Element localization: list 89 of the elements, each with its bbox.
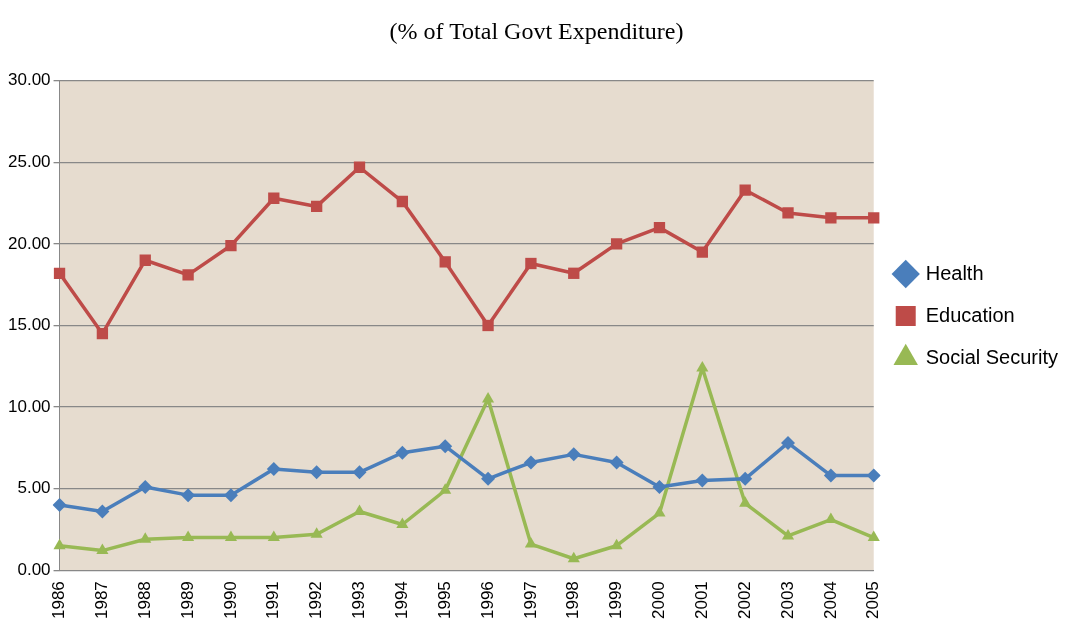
point — [352, 465, 367, 480]
legend-label: Health — [925, 261, 984, 284]
x-tick-label: 2000 — [649, 581, 669, 620]
x-tick-label: 1989 — [177, 581, 197, 620]
point — [96, 543, 109, 555]
x-tick-label: 1991 — [263, 581, 283, 620]
y-tick-label: 15.00 — [7, 315, 51, 335]
y-tick-label: 0.00 — [17, 559, 51, 579]
x-tick-label: 1993 — [349, 581, 369, 620]
point — [96, 327, 109, 340]
point — [396, 195, 409, 208]
point — [310, 527, 323, 538]
x-tick-label: 2002 — [734, 581, 754, 620]
point — [52, 497, 67, 512]
point — [866, 468, 881, 483]
x-tick-label: 1995 — [434, 581, 454, 620]
y-tick-label: 25.00 — [7, 152, 51, 172]
point — [782, 207, 794, 219]
point — [739, 184, 751, 196]
point — [696, 246, 708, 258]
y-tick-label: 5.00 — [17, 478, 51, 498]
point — [53, 267, 66, 279]
x-tick-label: 1994 — [392, 581, 412, 620]
x-tick-label: 1992 — [306, 581, 326, 620]
point — [653, 506, 666, 517]
point — [138, 479, 153, 494]
chart-title: (% of Total Govt Expenditure) — [389, 17, 684, 44]
x-tick-label: 1997 — [520, 581, 540, 620]
point — [311, 200, 323, 213]
point — [182, 269, 194, 281]
point — [525, 257, 537, 270]
point — [868, 212, 880, 224]
point — [267, 530, 280, 542]
point — [268, 192, 280, 204]
point — [610, 538, 623, 550]
point — [568, 267, 580, 279]
point — [481, 471, 496, 486]
point — [653, 221, 666, 234]
point — [482, 391, 495, 403]
x-tick-label: 1998 — [563, 581, 583, 620]
x-tick-label: 2001 — [692, 581, 712, 620]
point — [566, 447, 581, 462]
x-tick-label: 1987 — [92, 581, 112, 620]
y-tick-label: 30.00 — [7, 70, 51, 90]
point — [225, 239, 237, 252]
x-tick-label: 2003 — [777, 581, 797, 620]
point — [739, 496, 752, 507]
point — [567, 551, 580, 563]
point — [181, 488, 196, 503]
point — [867, 530, 880, 542]
x-tick-label: 1996 — [477, 581, 497, 620]
point — [139, 254, 151, 266]
point — [95, 504, 110, 519]
point — [395, 445, 410, 460]
point — [182, 530, 195, 542]
point — [823, 468, 838, 483]
point — [738, 471, 753, 486]
point — [482, 319, 494, 332]
y-tick-label: 10.00 — [7, 396, 51, 416]
x-tick-label: 1986 — [49, 581, 69, 620]
point — [652, 479, 667, 494]
point — [223, 488, 238, 503]
point — [523, 455, 538, 470]
point — [439, 256, 451, 268]
y-tick-label: 20.00 — [7, 233, 51, 253]
point — [353, 161, 366, 173]
point — [825, 212, 837, 224]
point — [309, 465, 324, 480]
point — [224, 530, 238, 542]
x-tick-label: 2005 — [863, 581, 883, 620]
x-tick-label: 2004 — [820, 581, 840, 620]
x-tick-label: 1988 — [134, 581, 154, 620]
point — [53, 538, 66, 550]
point — [695, 473, 710, 488]
point — [696, 360, 709, 372]
legend-label: Education — [925, 303, 1015, 326]
point — [439, 483, 452, 494]
x-tick-label: 1990 — [220, 581, 240, 620]
legend-label: Social Security — [925, 345, 1059, 368]
x-tick-label: 1999 — [606, 581, 626, 620]
point — [139, 532, 152, 543]
point — [610, 238, 623, 250]
point — [438, 439, 453, 454]
point — [781, 528, 795, 540]
point — [524, 537, 537, 548]
point — [781, 435, 796, 450]
point — [266, 462, 281, 477]
point — [609, 455, 624, 470]
point — [396, 517, 409, 529]
